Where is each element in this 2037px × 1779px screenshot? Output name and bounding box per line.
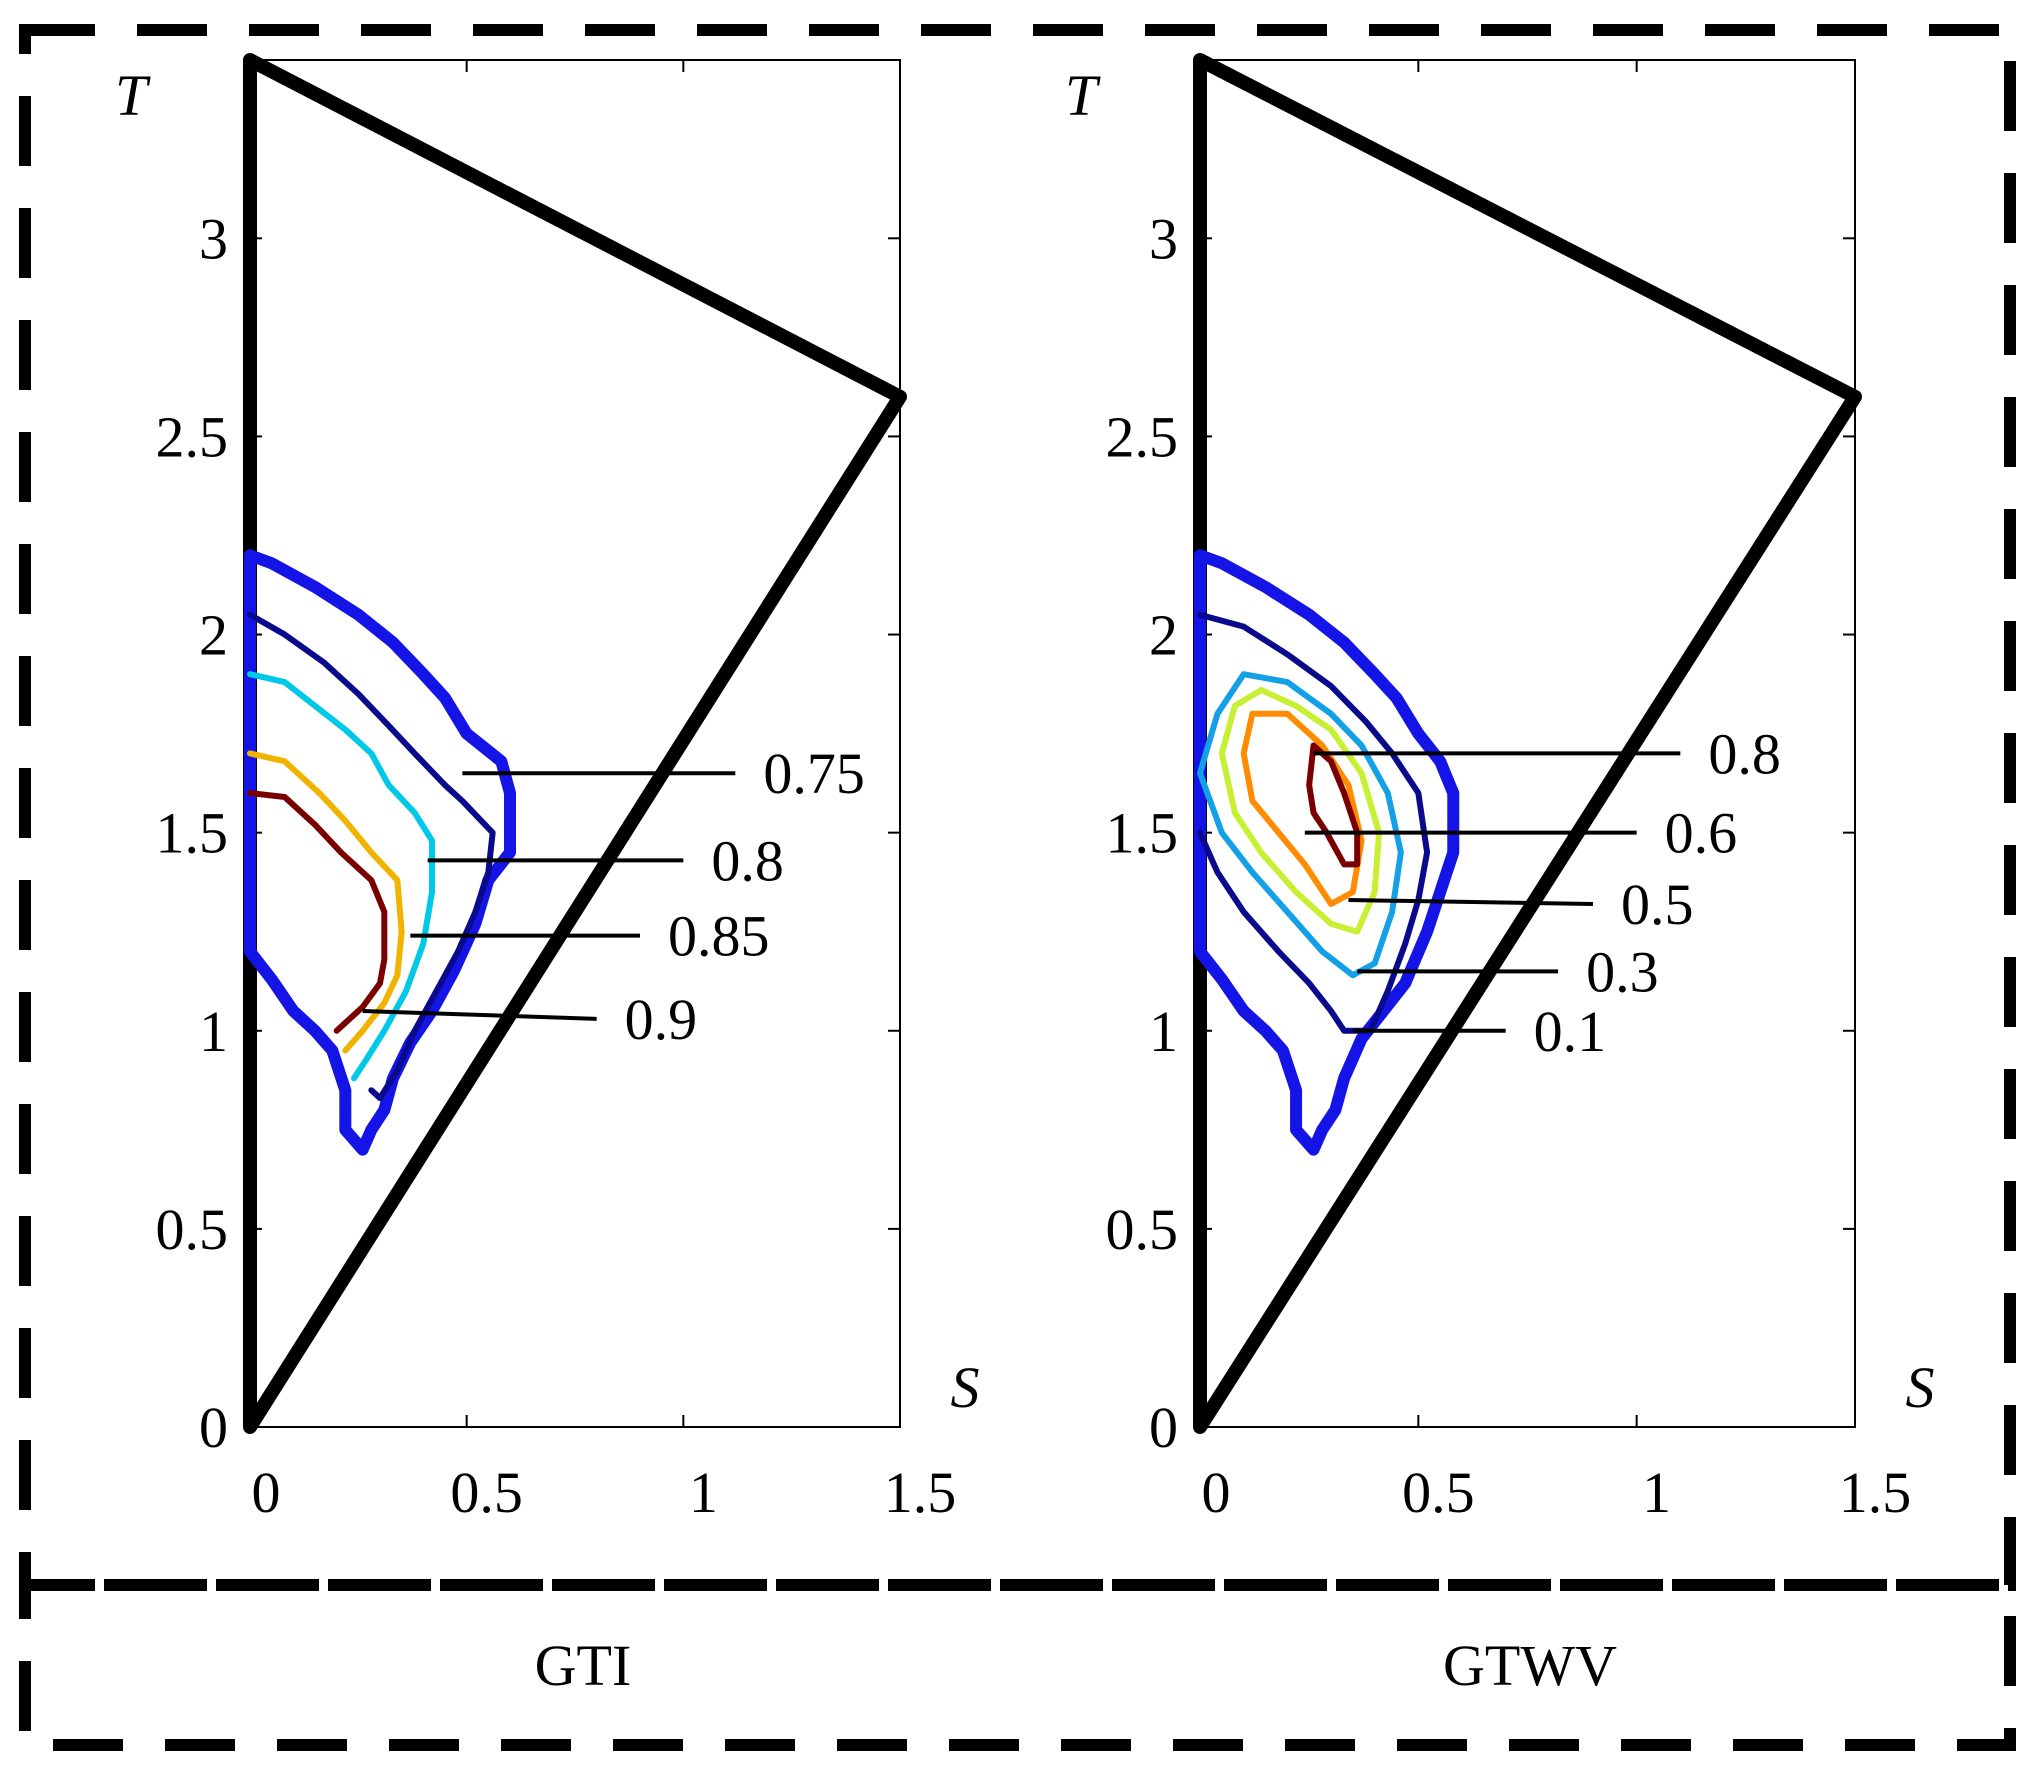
x-tick-label: 0.5 xyxy=(1402,1460,1475,1525)
y-tick-label: 1 xyxy=(1149,999,1178,1064)
y-tick-label: 2.5 xyxy=(1106,404,1179,469)
contour-level-label: 0.9 xyxy=(625,987,698,1052)
x-tick-label: 1.5 xyxy=(884,1460,957,1525)
x-tick-label: 1.5 xyxy=(1839,1460,1912,1525)
contour-line xyxy=(1194,549,1460,1156)
contour-line xyxy=(247,611,496,1102)
contour-line xyxy=(244,549,516,1156)
gti-caption: GTI xyxy=(535,1633,632,1698)
caption-dashed-frame xyxy=(19,1579,2016,1751)
contour-leader-line xyxy=(362,1008,597,1021)
contour-leader-line xyxy=(1348,898,1594,906)
contour-line xyxy=(247,790,388,1034)
contour-level-label: 0.1 xyxy=(1534,999,1607,1064)
contour-line xyxy=(1240,710,1365,907)
x-tick-label: 0.5 xyxy=(450,1460,523,1525)
y-tick-label: 2 xyxy=(199,603,228,668)
y-axis-label: T xyxy=(1065,63,1101,128)
contour-level-label: 0.8 xyxy=(711,828,784,893)
y-tick-label: 0.5 xyxy=(156,1197,229,1262)
contour-level-label: 0.85 xyxy=(668,904,770,969)
y-tick-label: 1.5 xyxy=(1106,801,1179,866)
y-tick-label: 0.5 xyxy=(1106,1197,1179,1262)
contour-level-label: 0.6 xyxy=(1665,801,1738,866)
x-tick-label: 0 xyxy=(252,1460,281,1525)
contour-level-label: 0.3 xyxy=(1586,939,1659,1004)
y-tick-label: 0 xyxy=(1149,1395,1178,1460)
contour-level-label: 0.75 xyxy=(763,741,865,806)
outer-dashed-frame xyxy=(19,24,2016,1591)
y-tick-label: 3 xyxy=(1149,206,1178,271)
x-tick-label: 0 xyxy=(1202,1460,1231,1525)
y-tick-label: 3 xyxy=(199,206,228,271)
y-tick-label: 0 xyxy=(199,1395,228,1460)
contour-line xyxy=(1306,742,1361,868)
x-axis-label: S xyxy=(951,1355,980,1420)
y-axis-label: T xyxy=(115,63,151,128)
y-tick-label: 1.5 xyxy=(156,801,229,866)
y-tick-label: 2 xyxy=(1149,603,1178,668)
y-tick-label: 2.5 xyxy=(156,404,229,469)
x-tick-label: 1 xyxy=(1642,1460,1671,1525)
gtwv-caption: GTWV xyxy=(1443,1633,1617,1698)
gti-chart: 0 0.5 1 1.5 2 2.5 3 0 0.5 1 1.5 T S 0.75 0.8 0.85 0.9 xyxy=(115,53,980,1525)
contour-line xyxy=(1218,687,1383,935)
contour-level-label: 0.8 xyxy=(1708,721,1781,786)
contour-line xyxy=(247,671,435,1082)
contour-line xyxy=(1197,671,1404,979)
x-axis-label: S xyxy=(1906,1355,1935,1420)
contour-level-label: 0.5 xyxy=(1621,872,1694,937)
y-tick-label: 1 xyxy=(199,999,228,1064)
x-tick-label: 1 xyxy=(689,1460,718,1525)
contour-line xyxy=(1197,611,1431,1034)
